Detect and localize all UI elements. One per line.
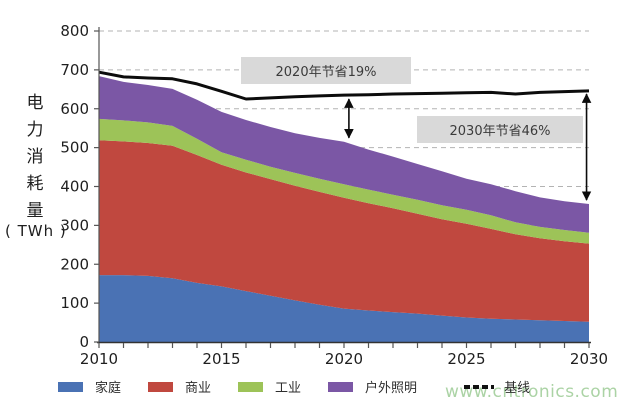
y-tick-label: 800 xyxy=(60,22,89,40)
area-outdoor-lighting xyxy=(99,76,589,233)
y-tick-label: 500 xyxy=(60,139,89,157)
area-commercial xyxy=(99,140,589,322)
annotation-2030-savings: 2030年节省46% xyxy=(417,116,583,143)
x-tick-label: 2015 xyxy=(202,350,240,368)
legend-label-household: 家庭 xyxy=(95,381,122,396)
area-industry xyxy=(99,118,589,244)
legend-swatch-baseline xyxy=(464,384,495,389)
y-axis-unit: ( TWh ) xyxy=(5,222,67,240)
y-tick-label: 0 xyxy=(79,333,89,351)
area-household xyxy=(99,275,589,342)
x-tick-label: 2010 xyxy=(80,350,118,368)
x-tick-label: 2030 xyxy=(570,350,608,368)
legend-item-commercial: 商业 xyxy=(148,377,211,396)
legend-label-outdoor-lighting: 户外照明 xyxy=(365,381,418,396)
y-tick-label: 400 xyxy=(60,178,89,196)
y-tick-label: 700 xyxy=(60,61,89,79)
y-tick-label: 100 xyxy=(60,294,89,312)
legend-item-industry: 工业 xyxy=(238,377,301,396)
legend-item-household: 家庭 xyxy=(58,377,121,396)
legend-swatch-commercial xyxy=(148,381,174,392)
legend-swatch-industry xyxy=(238,381,264,392)
x-tick-label: 2025 xyxy=(447,350,485,368)
legend-swatch-outdoor-lighting xyxy=(328,381,354,392)
annotation-2030-label: 2030年节省46% xyxy=(449,124,551,139)
legend-label-industry: 工业 xyxy=(275,381,302,396)
y-tick-label: 200 xyxy=(60,255,89,273)
y-axis-title: 电 力 消 耗 量 xyxy=(26,93,44,221)
y-tick-label: 600 xyxy=(60,100,89,118)
annotation-2020-savings: 2020年节省19% xyxy=(241,57,411,84)
baseline-line xyxy=(98,70,590,101)
legend-label-commercial: 商业 xyxy=(185,381,212,396)
legend-label-baseline: 基线 xyxy=(504,381,531,396)
axes xyxy=(94,27,591,348)
annotation-2020-label: 2020年节省19% xyxy=(275,65,377,80)
x-tick-label: 2020 xyxy=(325,350,363,368)
legend-swatch-household xyxy=(58,381,83,392)
y-tick-label: 300 xyxy=(60,216,89,234)
legend-item-outdoor-lighting: 户外照明 xyxy=(328,377,417,396)
legend-item-baseline: 基线 xyxy=(464,377,530,396)
legend: 家庭 商业 工业 户外照明 基线 xyxy=(58,377,530,396)
